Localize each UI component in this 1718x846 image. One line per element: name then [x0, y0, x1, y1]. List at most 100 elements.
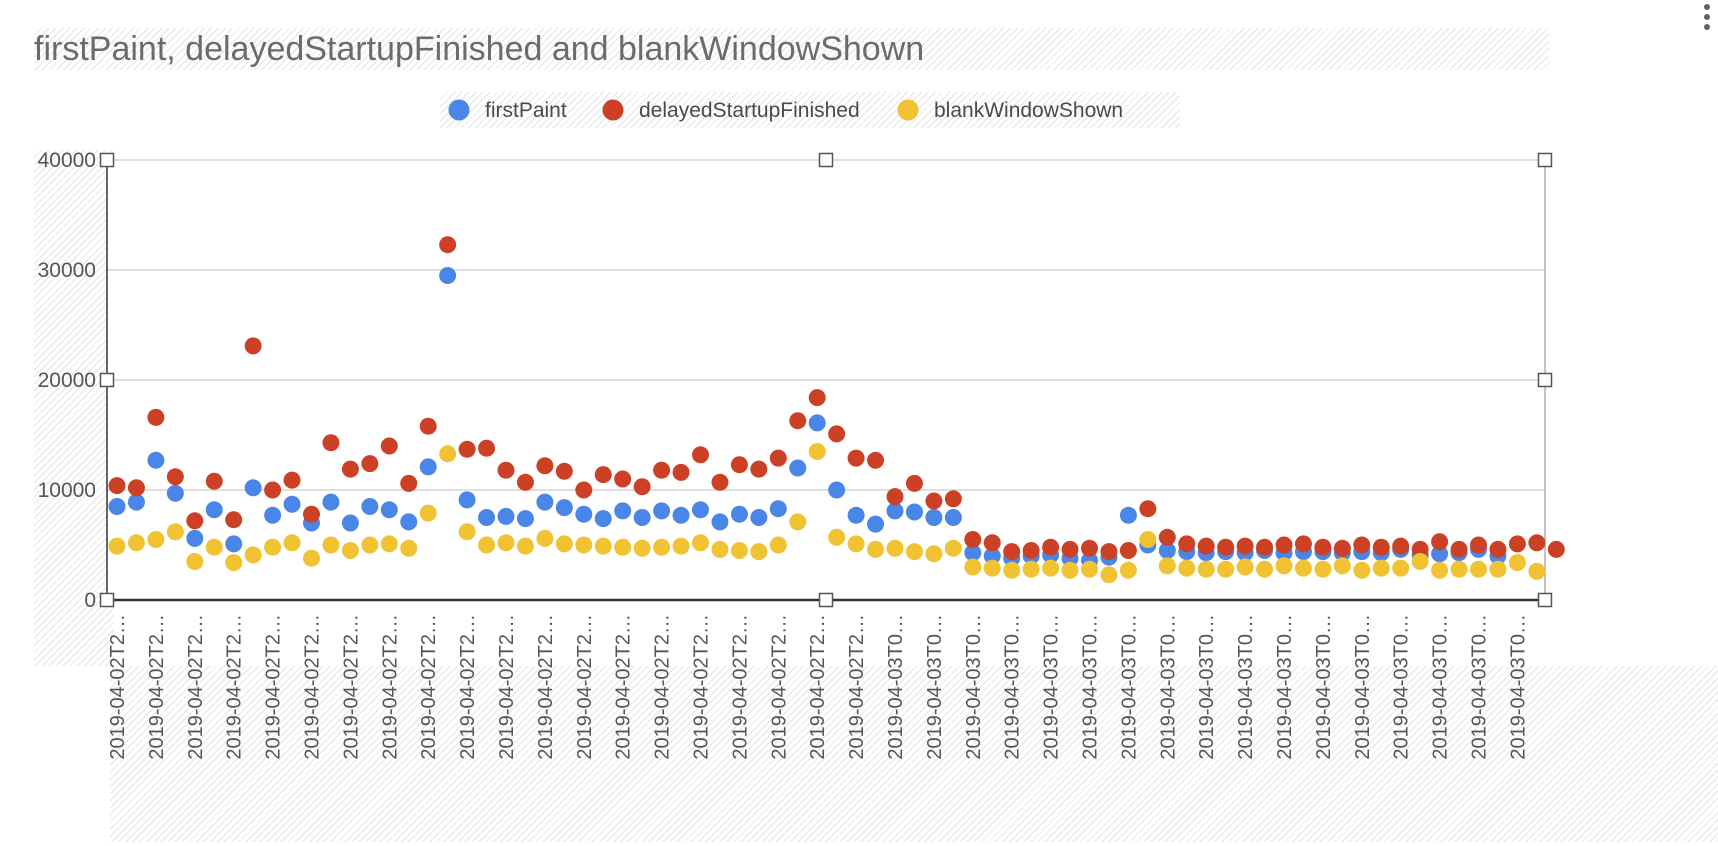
point-blankWindowShown: [672, 537, 690, 555]
point-delayedStartupFinished: [983, 534, 1001, 552]
point-blankWindowShown: [1100, 566, 1118, 584]
point-delayedStartupFinished: [303, 505, 320, 523]
y-axis-tick-labels: 0 10000 20000 30000 40000: [38, 149, 96, 612]
y-tick-label: 30000: [38, 259, 96, 282]
point-delayedStartupFinished: [905, 474, 923, 492]
point-firstPaint: [653, 502, 671, 520]
point-firstPaint: [789, 459, 807, 477]
point-delayedStartupFinished: [575, 481, 593, 499]
point-firstPaint: [847, 506, 865, 524]
resize-handle[interactable]: [99, 372, 115, 388]
resize-handle[interactable]: [1537, 152, 1553, 168]
more-vert-icon[interactable]: [1700, 4, 1714, 38]
point-delayedStartupFinished: [711, 473, 729, 491]
point-firstPaint: [711, 513, 729, 531]
point-firstPaint: [127, 493, 145, 511]
point-blankWindowShown: [1139, 531, 1157, 548]
point-firstPaint: [555, 499, 573, 517]
selection-handles: [99, 152, 1553, 608]
x-tick-label: 2019-04-03T0…: [885, 614, 907, 760]
point-firstPaint: [594, 510, 612, 528]
point-delayedStartupFinished: [283, 471, 301, 489]
point-firstPaint: [244, 479, 262, 497]
point-blankWindowShown: [380, 535, 398, 553]
point-blankWindowShown: [1372, 559, 1390, 577]
point-blankWindowShown: [244, 546, 262, 564]
point-blankWindowShown: [341, 542, 359, 559]
legend-item-delayedStartupFinished[interactable]: delayedStartupFinished: [602, 99, 860, 122]
point-blankWindowShown: [186, 553, 204, 570]
point-blankWindowShown: [1158, 557, 1176, 575]
point-delayedStartupFinished: [516, 473, 534, 491]
point-blankWindowShown: [478, 536, 496, 554]
resize-handle[interactable]: [99, 592, 115, 608]
point-delayedStartupFinished: [672, 463, 690, 481]
point-blankWindowShown: [692, 534, 709, 552]
point-delayedStartupFinished: [244, 337, 262, 355]
point-delayedStartupFinished: [1197, 537, 1215, 555]
point-delayedStartupFinished: [1508, 535, 1526, 553]
point-blankWindowShown: [1081, 560, 1098, 578]
point-firstPaint: [400, 513, 418, 531]
point-delayedStartupFinished: [1333, 539, 1351, 557]
point-blankWindowShown: [1022, 560, 1040, 578]
legend-area: [440, 92, 1180, 128]
x-tick-label: 2019-04-03T0…: [924, 614, 946, 760]
point-blankWindowShown: [303, 549, 320, 567]
point-blankWindowShown: [1042, 559, 1060, 577]
resize-handle[interactable]: [1537, 372, 1553, 388]
point-delayedStartupFinished: [1372, 538, 1390, 556]
point-blankWindowShown: [1333, 557, 1351, 575]
point-blankWindowShown: [1411, 553, 1429, 570]
point-firstPaint: [633, 509, 651, 526]
point-firstPaint: [147, 451, 165, 469]
x-tick-label: 2019-04-02T2…: [379, 614, 401, 760]
point-delayedStartupFinished: [380, 437, 398, 455]
point-firstPaint: [886, 502, 904, 520]
point-blankWindowShown: [867, 540, 885, 558]
resize-handle[interactable]: [1537, 592, 1553, 608]
x-tick-label: 2019-04-03T0…: [1313, 614, 1335, 760]
legend-label: blankWindowShown: [934, 99, 1123, 122]
point-delayedStartupFinished: [867, 451, 885, 469]
point-blankWindowShown: [1119, 561, 1137, 579]
x-tick-label: 2019-04-02T2…: [185, 614, 207, 760]
point-firstPaint: [478, 509, 496, 526]
point-delayedStartupFinished: [1470, 536, 1487, 554]
point-delayedStartupFinished: [925, 492, 943, 510]
point-firstPaint: [1431, 545, 1449, 563]
point-delayedStartupFinished: [1294, 535, 1312, 553]
point-firstPaint: [808, 414, 826, 432]
x-tick-label: 2019-04-03T0…: [963, 614, 985, 760]
resize-handle[interactable]: [99, 152, 115, 168]
point-firstPaint: [458, 491, 476, 509]
point-firstPaint: [439, 267, 457, 284]
point-blankWindowShown: [1314, 560, 1332, 578]
resize-handle[interactable]: [818, 592, 834, 608]
point-delayedStartupFinished: [322, 434, 340, 452]
point-firstPaint: [264, 506, 282, 524]
point-firstPaint: [341, 514, 359, 532]
point-delayedStartupFinished: [692, 446, 709, 464]
x-tick-label: 2019-04-03T0…: [1469, 614, 1491, 760]
point-delayedStartupFinished: [828, 425, 846, 443]
point-firstPaint: [108, 498, 126, 515]
point-blankWindowShown: [886, 539, 904, 557]
legend-item-firstPaint[interactable]: firstPaint: [448, 99, 567, 122]
legend-marker: [602, 99, 624, 121]
point-delayedStartupFinished: [419, 417, 437, 435]
point-blankWindowShown: [555, 535, 573, 553]
point-firstPaint: [730, 505, 748, 523]
point-delayedStartupFinished: [633, 478, 651, 496]
point-delayedStartupFinished: [886, 488, 904, 506]
point-delayedStartupFinished: [458, 440, 476, 458]
point-blankWindowShown: [516, 537, 534, 555]
point-delayedStartupFinished: [1547, 540, 1565, 558]
resize-handle[interactable]: [818, 152, 834, 168]
point-firstPaint: [692, 501, 709, 519]
point-delayedStartupFinished: [361, 455, 379, 473]
legend-item-blankWindowShown[interactable]: blankWindowShown: [897, 99, 1124, 122]
point-firstPaint: [575, 505, 593, 523]
point-blankWindowShown: [1431, 561, 1449, 579]
